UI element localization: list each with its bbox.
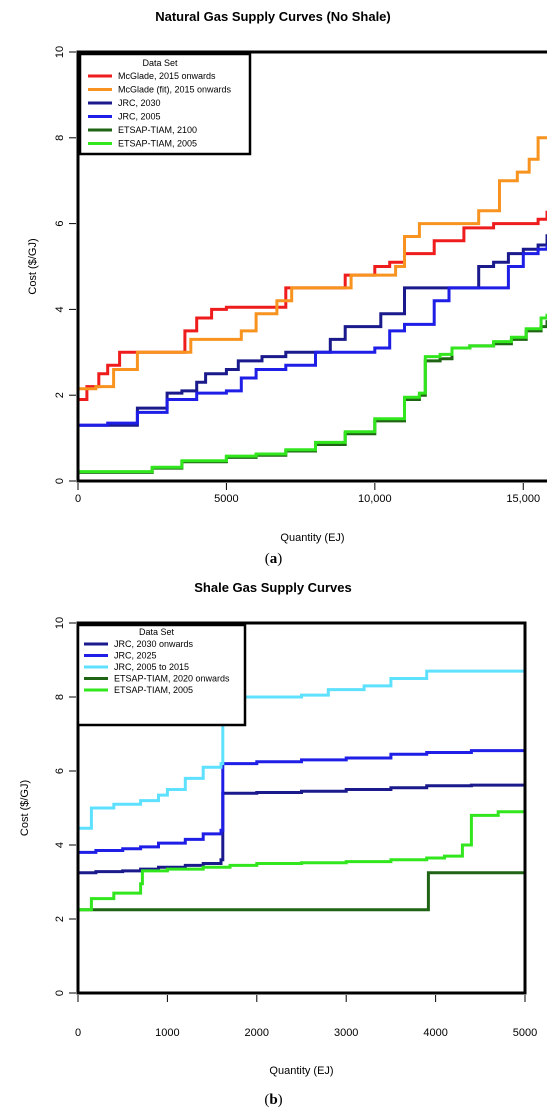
y-tick-label: 2	[54, 916, 66, 922]
x-tick-label: 5000	[513, 1027, 537, 1039]
y-tick-label: 8	[54, 694, 66, 700]
x-tick-label: 1000	[155, 1027, 179, 1039]
y-axis-label: Cost ($/GJ)	[27, 238, 39, 294]
panel-label-a: (a)	[264, 551, 283, 567]
legend-entry: ETSAP-TIAM, 2005	[114, 685, 193, 695]
y-tick-label: 10	[54, 46, 66, 58]
panel-label-b-text: b	[269, 1092, 278, 1108]
y-tick-label: 8	[54, 135, 66, 141]
legend-title: Data Set	[139, 627, 175, 637]
panel-label-a-text: a	[269, 551, 278, 567]
x-tick-label: 5000	[214, 493, 238, 505]
legend-entry: ETSAP-TIAM, 2020 onwards	[114, 674, 230, 684]
series-line-jrc-2005	[78, 245, 547, 427]
series-line-etsap-tiam-2005	[78, 806, 525, 912]
y-tick-label: 6	[54, 221, 66, 227]
chart-title: Natural Gas Supply Curves (No Shale)	[155, 9, 391, 24]
legend: Data Set McGlade, 2015 onwards McGlade (fi…	[78, 52, 252, 156]
y-tick-label: 2	[54, 392, 66, 398]
series-group	[78, 136, 547, 474]
legend-title: Data Set	[142, 58, 178, 68]
legend-entry: ETSAP-TIAM, 2005	[118, 139, 197, 149]
y-tick-label: 0	[54, 990, 66, 996]
chart-title: Shale Gas Supply Curves	[194, 580, 352, 595]
y-tick-label: 10	[54, 617, 66, 629]
x-axis-label: Quantity (EJ)	[269, 1065, 333, 1077]
series-line-jrc-2025	[78, 749, 525, 854]
legend-box	[76, 623, 247, 727]
plot-frame	[76, 621, 527, 995]
series-line-mcglade-fit-2015-onwards	[78, 136, 547, 391]
x-axis-label: Quantity (EJ)	[280, 532, 344, 544]
series-line-jrc-2030-onwards	[78, 783, 525, 875]
x-tick-label: 15,000	[506, 493, 540, 505]
y-tick-label: 4	[54, 306, 66, 312]
x-tick-label: 2000	[245, 1027, 269, 1039]
x-tick-label: 0	[75, 1027, 81, 1039]
legend-entry: JRC, 2025	[114, 651, 157, 661]
legend-entry: McGlade, 2015 onwards	[118, 71, 216, 81]
x-tick-label: 10,000	[358, 493, 392, 505]
series-line-mcglade-2015-onwards	[78, 210, 547, 401]
series-line-jrc-2030	[78, 234, 547, 427]
series-group	[78, 669, 525, 912]
legend-entry: JRC, 2030 onwards	[114, 639, 194, 649]
x-tick-label: 0	[75, 493, 81, 505]
legend-entry: JRC, 2005	[118, 112, 161, 122]
y-tick-label: 0	[54, 478, 66, 484]
series-line-jrc-2005-to-2015	[78, 669, 525, 830]
series-line-etsap-tiam-2020-onwards	[78, 871, 525, 912]
legend-entry: McGlade (fit), 2015 onwards	[118, 85, 232, 95]
panel-label-b: (b)	[264, 1092, 283, 1108]
y-axis-label: Cost ($/GJ)	[19, 780, 31, 836]
legend-entry: JRC, 2005 to 2015	[114, 662, 189, 672]
plot-frame	[76, 50, 547, 483]
chart-shale-gas: Shale Gas Supply Curves 0 1000 2000 3000 4000…	[19, 580, 537, 1077]
x-tick-label: 4000	[423, 1027, 447, 1039]
x-tick-label: 3000	[334, 1027, 358, 1039]
chart-natural-gas: Natural Gas Supply Curves (No Shale) 0 500…	[27, 9, 547, 544]
legend-entry: ETSAP-TIAM, 2100	[118, 125, 197, 135]
y-tick-label: 4	[54, 842, 66, 848]
legend-entry: JRC, 2030	[118, 98, 161, 108]
series-line-etsap-tiam-2005	[78, 313, 547, 474]
y-tick-label: 6	[54, 768, 66, 774]
